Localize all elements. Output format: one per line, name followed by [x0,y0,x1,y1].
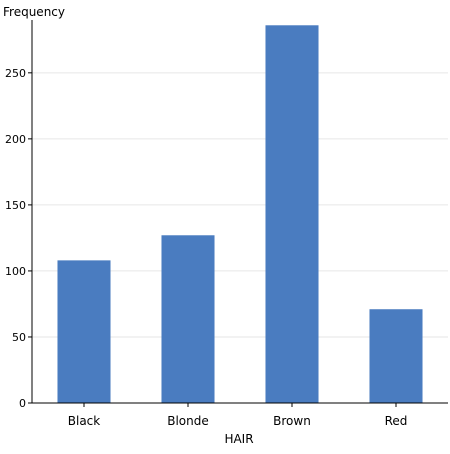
y-axis-label: Frequency [3,5,65,19]
x-tick-labels: Black Blonde Brown Red [68,403,408,428]
bar-black [57,260,111,403]
y-tick-label: 0 [19,397,26,410]
bar-red [369,309,423,403]
y-tick-label: 200 [5,133,26,146]
y-tick-labels: 0 50 100 150 200 250 [5,67,32,410]
x-tick-label: Black [68,414,101,428]
bar-brown [265,25,319,404]
y-tick-label: 150 [5,199,26,212]
x-tick-label: Red [385,414,408,428]
bars [57,25,423,404]
x-tick-label: Brown [273,414,311,428]
bar-blonde [161,235,215,403]
y-tick-label: 50 [12,331,26,344]
y-tick-label: 250 [5,67,26,80]
x-axis-label: HAIR [224,432,253,446]
y-tick-label: 100 [5,265,26,278]
x-tick-label: Blonde [167,414,209,428]
axes [31,20,448,404]
